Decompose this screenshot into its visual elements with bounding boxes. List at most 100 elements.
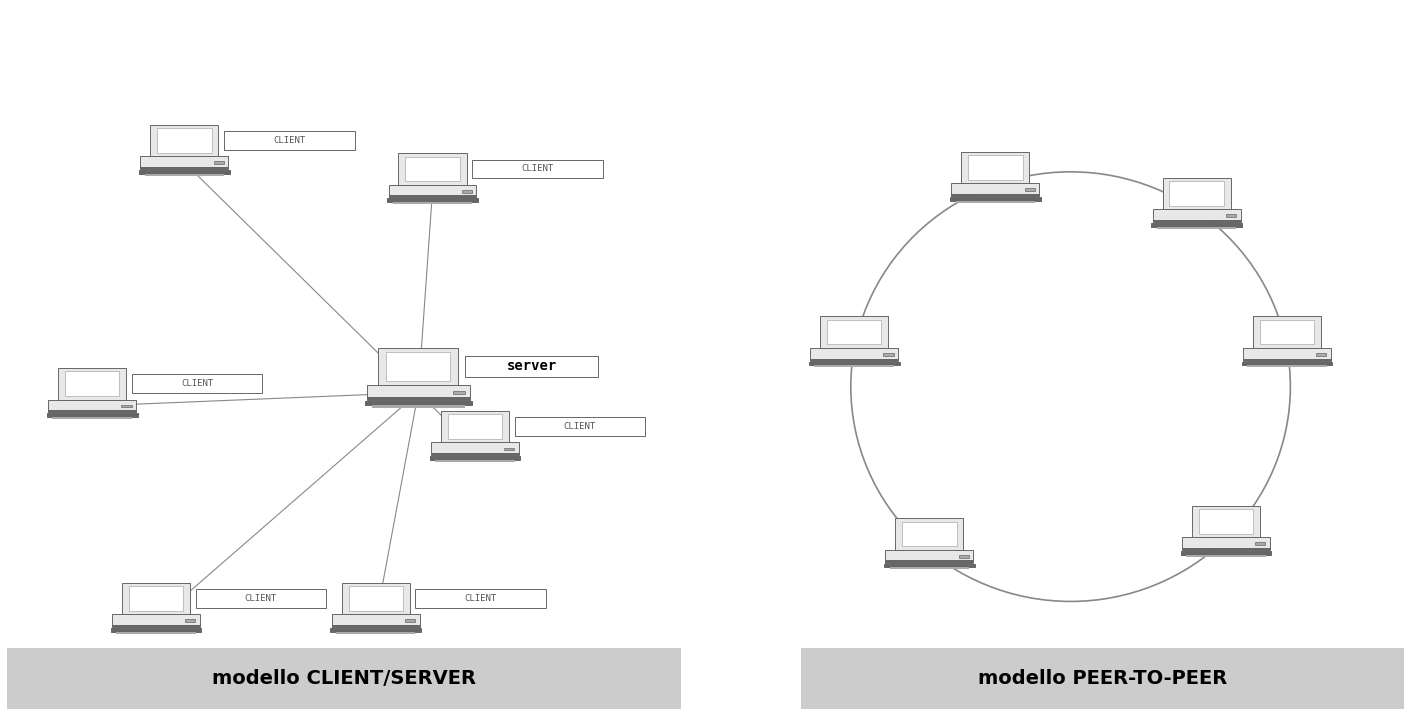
FancyBboxPatch shape bbox=[1187, 555, 1266, 556]
FancyBboxPatch shape bbox=[472, 160, 603, 178]
FancyBboxPatch shape bbox=[951, 183, 1039, 196]
FancyBboxPatch shape bbox=[801, 648, 1404, 709]
FancyBboxPatch shape bbox=[386, 352, 451, 381]
FancyBboxPatch shape bbox=[448, 415, 502, 439]
FancyBboxPatch shape bbox=[431, 442, 519, 455]
FancyBboxPatch shape bbox=[1153, 220, 1241, 222]
FancyBboxPatch shape bbox=[349, 586, 403, 611]
FancyBboxPatch shape bbox=[1242, 362, 1333, 365]
FancyBboxPatch shape bbox=[1170, 181, 1224, 205]
FancyBboxPatch shape bbox=[389, 185, 476, 198]
FancyBboxPatch shape bbox=[150, 125, 218, 156]
FancyBboxPatch shape bbox=[902, 522, 957, 546]
FancyBboxPatch shape bbox=[111, 628, 201, 632]
Text: CLIENT: CLIENT bbox=[564, 422, 596, 431]
FancyBboxPatch shape bbox=[883, 353, 893, 356]
FancyBboxPatch shape bbox=[430, 456, 520, 460]
FancyBboxPatch shape bbox=[1255, 542, 1265, 545]
FancyBboxPatch shape bbox=[968, 155, 1022, 180]
FancyBboxPatch shape bbox=[441, 411, 509, 442]
FancyBboxPatch shape bbox=[415, 589, 546, 608]
FancyBboxPatch shape bbox=[47, 413, 138, 417]
FancyBboxPatch shape bbox=[431, 453, 519, 455]
FancyBboxPatch shape bbox=[1151, 223, 1242, 227]
FancyBboxPatch shape bbox=[7, 648, 681, 709]
FancyBboxPatch shape bbox=[52, 417, 132, 419]
FancyBboxPatch shape bbox=[889, 567, 968, 569]
FancyBboxPatch shape bbox=[367, 397, 469, 400]
FancyBboxPatch shape bbox=[1259, 320, 1314, 344]
FancyBboxPatch shape bbox=[140, 156, 228, 169]
FancyBboxPatch shape bbox=[515, 417, 645, 436]
FancyBboxPatch shape bbox=[330, 628, 421, 632]
FancyBboxPatch shape bbox=[505, 448, 515, 450]
Text: modello CLIENT/SERVER: modello CLIENT/SERVER bbox=[211, 669, 476, 688]
Text: CLIENT: CLIENT bbox=[182, 379, 213, 388]
FancyBboxPatch shape bbox=[1193, 505, 1261, 537]
FancyBboxPatch shape bbox=[65, 372, 119, 396]
FancyBboxPatch shape bbox=[1025, 188, 1035, 191]
FancyBboxPatch shape bbox=[951, 194, 1039, 196]
FancyBboxPatch shape bbox=[332, 625, 420, 627]
Text: CLIENT: CLIENT bbox=[465, 594, 496, 603]
FancyBboxPatch shape bbox=[810, 348, 898, 361]
FancyBboxPatch shape bbox=[196, 589, 326, 608]
FancyBboxPatch shape bbox=[435, 460, 515, 462]
FancyBboxPatch shape bbox=[406, 157, 459, 181]
FancyBboxPatch shape bbox=[1183, 537, 1271, 550]
FancyBboxPatch shape bbox=[885, 561, 973, 563]
FancyBboxPatch shape bbox=[145, 173, 224, 175]
FancyBboxPatch shape bbox=[1254, 316, 1322, 348]
FancyBboxPatch shape bbox=[827, 320, 882, 344]
FancyBboxPatch shape bbox=[214, 161, 224, 164]
FancyBboxPatch shape bbox=[1157, 227, 1236, 228]
Text: server: server bbox=[506, 359, 557, 374]
FancyBboxPatch shape bbox=[367, 385, 469, 400]
FancyBboxPatch shape bbox=[58, 368, 126, 400]
FancyBboxPatch shape bbox=[1227, 214, 1236, 217]
FancyBboxPatch shape bbox=[1244, 348, 1332, 361]
FancyBboxPatch shape bbox=[389, 195, 476, 198]
FancyBboxPatch shape bbox=[393, 202, 472, 204]
FancyBboxPatch shape bbox=[956, 200, 1035, 203]
FancyBboxPatch shape bbox=[139, 170, 230, 173]
Text: modello PEER-TO-PEER: modello PEER-TO-PEER bbox=[978, 669, 1227, 688]
FancyBboxPatch shape bbox=[112, 625, 200, 627]
Text: CLIENT: CLIENT bbox=[274, 136, 305, 145]
FancyBboxPatch shape bbox=[961, 152, 1029, 183]
FancyBboxPatch shape bbox=[959, 555, 968, 558]
FancyBboxPatch shape bbox=[387, 198, 478, 202]
FancyBboxPatch shape bbox=[1248, 365, 1327, 367]
FancyBboxPatch shape bbox=[1198, 509, 1254, 533]
FancyBboxPatch shape bbox=[140, 167, 228, 169]
FancyBboxPatch shape bbox=[48, 400, 136, 412]
FancyBboxPatch shape bbox=[336, 632, 415, 634]
FancyBboxPatch shape bbox=[814, 365, 893, 367]
FancyBboxPatch shape bbox=[406, 619, 415, 622]
FancyBboxPatch shape bbox=[122, 405, 132, 407]
FancyBboxPatch shape bbox=[157, 128, 211, 153]
FancyBboxPatch shape bbox=[1244, 359, 1332, 361]
FancyBboxPatch shape bbox=[224, 131, 354, 150]
FancyBboxPatch shape bbox=[364, 401, 472, 405]
FancyBboxPatch shape bbox=[1316, 353, 1326, 356]
FancyBboxPatch shape bbox=[820, 316, 888, 348]
FancyBboxPatch shape bbox=[186, 619, 196, 622]
FancyBboxPatch shape bbox=[465, 356, 598, 377]
FancyBboxPatch shape bbox=[116, 632, 196, 634]
FancyBboxPatch shape bbox=[452, 391, 465, 395]
Text: CLIENT: CLIENT bbox=[522, 165, 553, 173]
FancyBboxPatch shape bbox=[372, 405, 465, 408]
FancyBboxPatch shape bbox=[129, 586, 183, 611]
FancyBboxPatch shape bbox=[1181, 551, 1272, 555]
FancyBboxPatch shape bbox=[950, 197, 1041, 200]
FancyBboxPatch shape bbox=[883, 563, 974, 567]
FancyBboxPatch shape bbox=[1163, 178, 1231, 209]
FancyBboxPatch shape bbox=[810, 359, 898, 361]
FancyBboxPatch shape bbox=[342, 583, 410, 614]
FancyBboxPatch shape bbox=[1183, 548, 1271, 550]
FancyBboxPatch shape bbox=[132, 374, 262, 393]
FancyBboxPatch shape bbox=[808, 362, 899, 365]
FancyBboxPatch shape bbox=[379, 348, 458, 385]
FancyBboxPatch shape bbox=[462, 190, 472, 193]
